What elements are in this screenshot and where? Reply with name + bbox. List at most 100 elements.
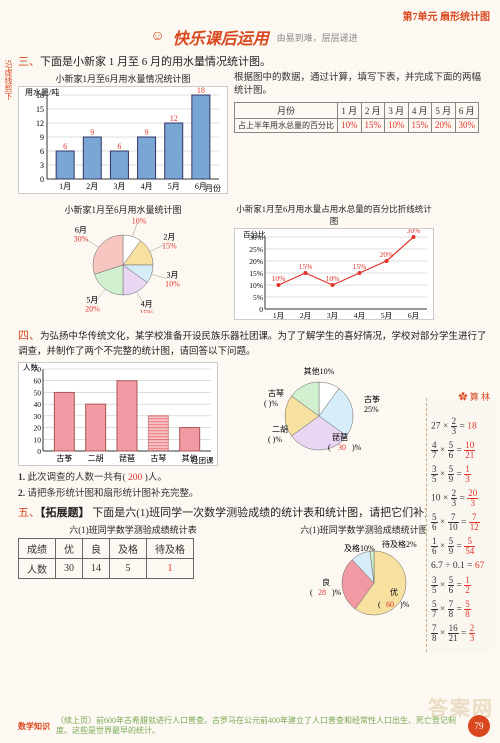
svg-text:古琴: 古琴 [150, 453, 166, 463]
unit-header: 第7单元 扇形统计图 [18, 8, 490, 23]
sec4-q2-text: 请把条形统计图和扇形统计图补充完整。 [28, 489, 199, 499]
svg-text:及格10%: 及格10% [344, 543, 375, 553]
sec5-row: 六(1)班同学数学测验成绩统计表 成绩优良及格待及格 人数301451 六(1)… [18, 523, 478, 630]
svg-text:3月: 3月 [166, 271, 178, 280]
svg-text:( )%: ( )% [268, 435, 282, 444]
svg-text:6: 6 [63, 142, 67, 151]
svg-text:5%: 5% [253, 293, 263, 302]
sec3-num: 三、 [18, 56, 40, 68]
svg-text:二胡: 二胡 [88, 453, 104, 463]
svg-text:9: 9 [40, 133, 44, 142]
sidebar: ✿ 算 林 27 × 23 = 1847 × 56 = 102135 × 59 … [426, 398, 494, 652]
sec4-q1-tail: )人。 [145, 473, 167, 483]
svg-text:60: 60 [386, 600, 394, 609]
svg-text:4月: 4月 [354, 311, 365, 320]
svg-text:2月: 2月 [300, 311, 311, 320]
sec4-pie-chart: 其他10%古筝25%琵琶(30)%二胡( )%古琴( )% [224, 362, 414, 466]
sec4-num: 四、 [18, 330, 40, 342]
svg-text:2月: 2月 [163, 233, 175, 242]
footer-label: 数学知识 [18, 721, 50, 732]
sec5-num: 五、 [18, 507, 40, 519]
title-sub: 由易到难，层层递进 [277, 31, 358, 44]
svg-text:50: 50 [34, 388, 42, 397]
svg-text:40: 40 [34, 400, 42, 409]
svg-text:)%: )% [352, 443, 362, 452]
sec3-desc-wrap: 根据图中的数据，通过计算，填写下表，并完成下面的两幅统计图。 月份1 月2 月3… [234, 72, 490, 197]
svg-text:15%: 15% [139, 309, 154, 313]
sec3-bar-title: 小新家1月至6月用水量情况统计图 [18, 72, 228, 85]
sec4-text: 为弘扬中华传统文化，某学校准备开设民族乐器社团课。为了了解学生的喜好情况，学校对… [18, 332, 487, 357]
svg-text:用水量/吨: 用水量/吨 [25, 87, 59, 97]
svg-text:3月: 3月 [113, 182, 125, 191]
sec3-line-title: 小新家1月至6月用水量占用水总量的百分比折线统计图 [234, 203, 434, 227]
sec4-charts: 010203040506070人数社团课古筝二胡琵琶古琴其他 其他10%古筝25… [18, 362, 418, 469]
svg-text:10%: 10% [272, 274, 286, 283]
sec3-bottom-row: 小新家1月至6月用水量统计图 1月10%2月15%3月10%4月15%5月20%… [18, 203, 490, 323]
sec3-pie-chart: 1月10%2月15%3月10%4月15%5月20%6月30% [18, 217, 228, 313]
svg-text:1月: 1月 [273, 311, 284, 320]
svg-text:其他: 其他 [182, 453, 198, 463]
sec4-q1: 1. 此次调查的人数一共有( 200 )人。 [18, 472, 418, 485]
left-strip: 沿虚线剪下 [2, 60, 14, 100]
sec4-pie-wrap: 其他10%古筝25%琵琶(30)%二胡( )%古琴( )% [224, 362, 414, 469]
svg-text:20: 20 [34, 423, 42, 432]
sec4-q2-label: 2. [18, 489, 25, 499]
svg-text:古筝: 古筝 [56, 453, 72, 463]
svg-text:10: 10 [34, 435, 42, 444]
sec4-bar-wrap: 010203040506070人数社团课古筝二胡琵琶古琴其他 [18, 362, 218, 469]
svg-text:18: 18 [197, 86, 205, 95]
svg-text:)%: )% [332, 588, 342, 597]
svg-text:9: 9 [145, 128, 149, 137]
footer-page: 79 [468, 715, 490, 737]
svg-text:12: 12 [170, 114, 178, 123]
svg-text:0: 0 [37, 447, 41, 456]
svg-text:琵琶: 琵琶 [119, 454, 135, 463]
svg-text:6: 6 [117, 142, 121, 151]
sec5-table: 成绩优良及格待及格 人数301451 [18, 538, 194, 579]
sec3-line-wrap: 小新家1月至6月用水量占用水总量的百分比折线统计图 05%10%15%20%25… [234, 203, 434, 323]
svg-text:0: 0 [40, 175, 44, 184]
svg-text:30: 30 [338, 443, 346, 452]
svg-text:古筝: 古筝 [364, 394, 380, 404]
svg-text:4月: 4月 [141, 300, 153, 309]
sec5-table-title: 六(1)班同学数学测验成绩统计表 [18, 523, 248, 536]
svg-text:10%: 10% [326, 274, 340, 283]
sec5-table-wrap: 六(1)班同学数学测验成绩统计表 成绩优良及格待及格 人数301451 [18, 523, 248, 630]
sidebar-title: ✿ 算 林 [458, 390, 490, 403]
svg-text:6月: 6月 [408, 311, 419, 320]
sec4-q1-ans: 200 [126, 473, 145, 483]
svg-text:二胡: 二胡 [272, 424, 288, 434]
svg-text:6: 6 [40, 147, 44, 156]
svg-text:3: 3 [40, 161, 44, 170]
sec3-table: 月份1 月2 月3 月4 月5 月6 月 占上半年用水总量的百分比10%15%1… [234, 102, 479, 133]
svg-text:( )%: ( )% [264, 399, 278, 408]
svg-text:5月: 5月 [381, 311, 392, 320]
svg-text:20%: 20% [249, 257, 263, 266]
svg-text:0: 0 [259, 305, 263, 314]
footer: 数学知识 （续上页）前600年古希腊就进行人口普查。古罗马在公元前400年建立了… [18, 715, 490, 737]
svg-text:20%: 20% [85, 305, 100, 314]
sec5-heading: 五、【拓展题】 下面是六(1)班同学一次数学测验成绩的统计表和统计图，请把它们补… [18, 506, 490, 520]
sec3-bar-chart: 0369121518用水量/吨月份61月92月63月94月125月186月 [18, 86, 228, 194]
svg-text:20%: 20% [380, 250, 394, 259]
title-main: 快乐课后运用 [173, 25, 269, 49]
svg-text:15%: 15% [162, 242, 177, 251]
sec4-heading: 四、为弘扬中华传统文化，某学校准备开设民族乐器社团课。为了了解学生的喜好情况，学… [18, 329, 490, 359]
smiley-icon: ☺ [150, 29, 164, 45]
svg-text:5月: 5月 [168, 182, 180, 191]
sec4-q2: 2. 请把条形统计图和扇形统计图补充完整。 [18, 488, 418, 501]
svg-text:月份: 月份 [205, 183, 221, 193]
sec5-tag: 【拓展题】 [40, 507, 90, 519]
sec3-desc: 根据图中的数据，通过计算，填写下表，并完成下面的两幅统计图。 [234, 72, 490, 98]
svg-text:2月: 2月 [86, 182, 98, 191]
svg-text:4月: 4月 [141, 182, 153, 191]
svg-text:1月: 1月 [59, 182, 71, 191]
svg-text:10%: 10% [165, 280, 180, 289]
svg-text:)%: )% [400, 600, 410, 609]
svg-text:30%: 30% [74, 235, 89, 244]
svg-text:(: ( [310, 588, 313, 597]
svg-text:15%: 15% [299, 262, 313, 271]
svg-text:15%: 15% [249, 269, 263, 278]
sec4-q1-label: 1. [18, 473, 25, 483]
sec5-text: 下面是六(1)班同学一次数学测验成绩的统计表和统计图，请把它们补充完整。 [92, 507, 468, 519]
